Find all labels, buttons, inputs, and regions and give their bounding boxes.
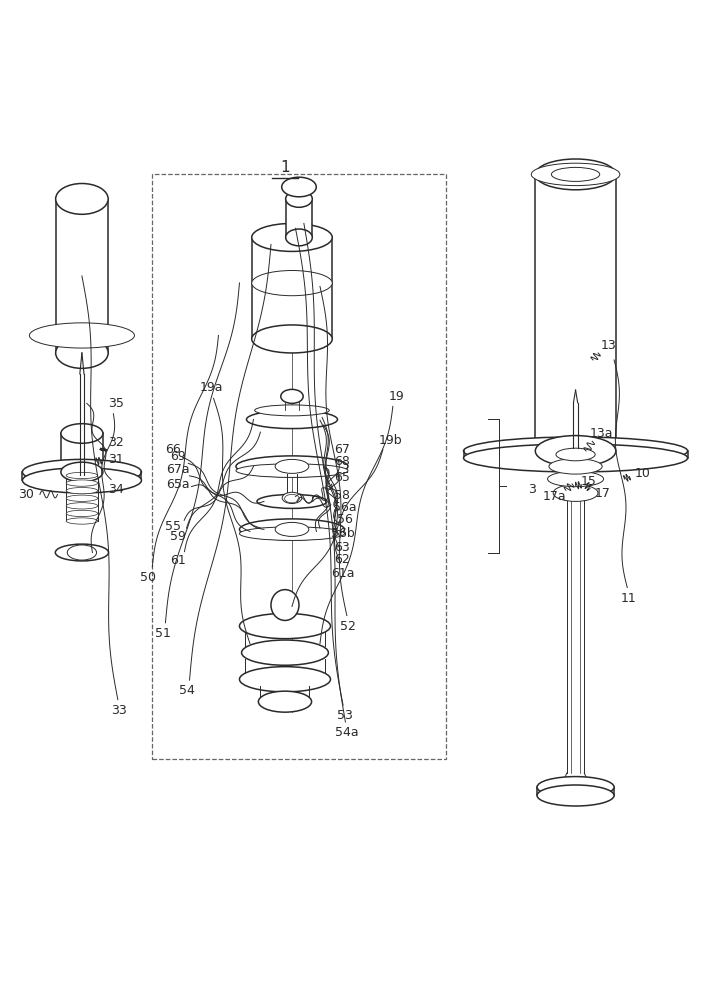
Ellipse shape <box>56 338 108 368</box>
Text: 13: 13 <box>600 339 617 352</box>
Bar <box>535 174 616 451</box>
Ellipse shape <box>242 640 328 665</box>
Text: 58: 58 <box>335 489 350 502</box>
Ellipse shape <box>66 518 98 524</box>
Text: 63: 63 <box>335 541 350 554</box>
Ellipse shape <box>22 459 141 485</box>
Text: 33: 33 <box>111 704 127 717</box>
Ellipse shape <box>254 405 329 416</box>
Ellipse shape <box>282 177 316 197</box>
Text: 19b: 19b <box>378 434 402 447</box>
Ellipse shape <box>61 462 103 482</box>
Text: 13a: 13a <box>590 427 613 440</box>
Ellipse shape <box>556 448 595 461</box>
Ellipse shape <box>240 519 344 540</box>
Ellipse shape <box>535 436 616 466</box>
Ellipse shape <box>67 545 96 560</box>
Text: 17a: 17a <box>543 490 567 503</box>
Text: 1: 1 <box>280 160 290 175</box>
Text: 17: 17 <box>594 487 610 500</box>
Text: 15: 15 <box>580 475 596 488</box>
Ellipse shape <box>285 229 312 246</box>
Text: 68: 68 <box>335 455 350 468</box>
Text: 51: 51 <box>155 627 170 640</box>
Text: 61: 61 <box>170 554 186 567</box>
Text: 56b: 56b <box>331 527 355 540</box>
Ellipse shape <box>259 691 311 712</box>
Text: 66: 66 <box>165 443 181 456</box>
Ellipse shape <box>282 492 302 504</box>
Bar <box>61 433 103 472</box>
Text: 54: 54 <box>179 684 195 697</box>
Ellipse shape <box>252 325 333 353</box>
Text: 65a: 65a <box>166 478 190 491</box>
Ellipse shape <box>285 494 299 503</box>
Text: 30: 30 <box>18 488 34 501</box>
Ellipse shape <box>463 444 688 472</box>
Text: 19: 19 <box>389 390 405 403</box>
Ellipse shape <box>275 522 309 536</box>
Ellipse shape <box>551 167 600 181</box>
Ellipse shape <box>66 472 98 479</box>
Ellipse shape <box>548 471 604 487</box>
Ellipse shape <box>66 495 98 501</box>
Ellipse shape <box>549 459 602 474</box>
Text: 11: 11 <box>620 592 636 605</box>
Ellipse shape <box>66 503 98 509</box>
Text: 10: 10 <box>635 467 651 480</box>
Ellipse shape <box>531 163 620 186</box>
Ellipse shape <box>236 456 348 477</box>
Text: 56a: 56a <box>333 501 356 514</box>
Text: 62: 62 <box>335 553 350 566</box>
Ellipse shape <box>252 271 333 296</box>
Ellipse shape <box>553 485 598 501</box>
Ellipse shape <box>56 183 108 214</box>
Ellipse shape <box>285 191 312 207</box>
Text: 61a: 61a <box>330 567 354 580</box>
Ellipse shape <box>537 785 614 806</box>
Ellipse shape <box>56 544 108 561</box>
Ellipse shape <box>61 424 103 443</box>
Text: 65: 65 <box>335 471 350 484</box>
Text: 35: 35 <box>108 397 124 410</box>
Ellipse shape <box>252 223 333 251</box>
Ellipse shape <box>66 510 98 517</box>
Ellipse shape <box>22 468 141 493</box>
Bar <box>56 199 108 353</box>
Ellipse shape <box>66 480 98 486</box>
Ellipse shape <box>271 590 299 620</box>
Text: 67: 67 <box>335 443 350 456</box>
Ellipse shape <box>240 613 330 639</box>
Ellipse shape <box>257 494 327 508</box>
Text: 56: 56 <box>337 513 352 526</box>
Ellipse shape <box>463 437 688 465</box>
Ellipse shape <box>275 459 309 473</box>
Ellipse shape <box>30 323 134 348</box>
Text: 50: 50 <box>141 571 157 584</box>
Text: 19a: 19a <box>200 381 224 394</box>
Bar <box>152 174 446 759</box>
Text: 34: 34 <box>108 483 124 496</box>
Text: 53: 53 <box>337 709 352 722</box>
Ellipse shape <box>66 488 98 494</box>
Text: 59: 59 <box>170 530 186 543</box>
Ellipse shape <box>240 667 330 692</box>
Ellipse shape <box>535 159 616 190</box>
Text: 3: 3 <box>528 483 536 496</box>
Ellipse shape <box>537 777 614 798</box>
Ellipse shape <box>280 389 303 403</box>
Text: 32: 32 <box>108 436 124 449</box>
Ellipse shape <box>236 464 348 477</box>
Text: 55: 55 <box>165 520 181 533</box>
Text: 54a: 54a <box>335 726 359 739</box>
Ellipse shape <box>240 527 344 540</box>
Bar <box>285 199 312 237</box>
Ellipse shape <box>247 410 337 429</box>
Bar <box>252 237 333 339</box>
Text: 52: 52 <box>340 620 356 633</box>
Text: 69: 69 <box>170 450 186 463</box>
Text: 67a: 67a <box>166 463 190 476</box>
Text: 31: 31 <box>108 453 124 466</box>
